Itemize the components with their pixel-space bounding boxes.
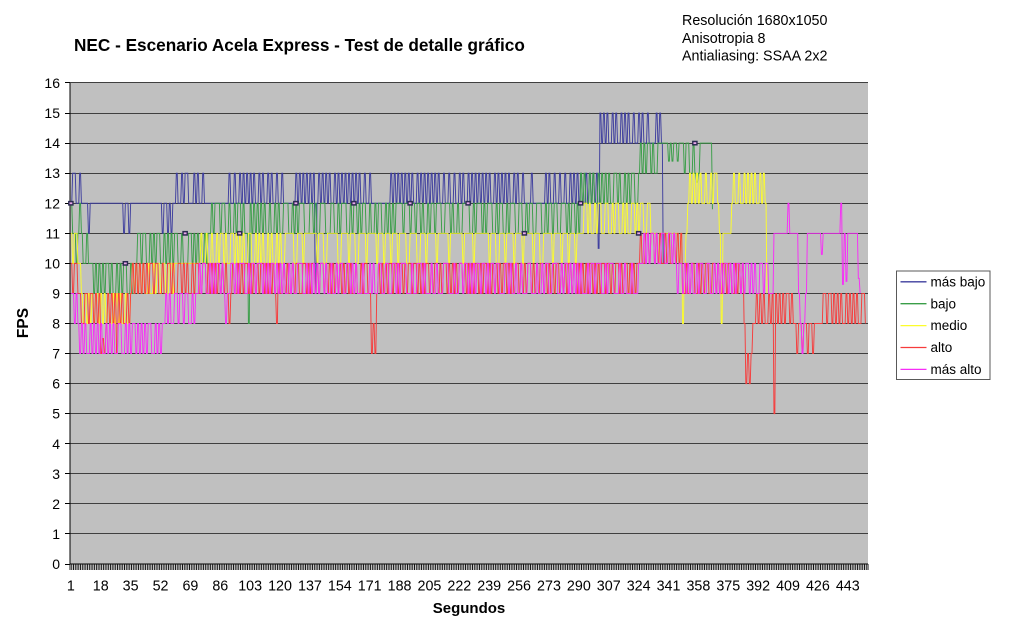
svg-text:324: 324 (627, 579, 651, 595)
svg-text:0: 0 (52, 556, 60, 572)
svg-text:409: 409 (776, 579, 800, 595)
svg-text:13: 13 (44, 165, 60, 181)
svg-text:239: 239 (477, 579, 501, 595)
svg-text:2: 2 (52, 496, 60, 512)
svg-text:Antialiasing: SSAA 2x2: Antialiasing: SSAA 2x2 (682, 49, 827, 65)
svg-text:86: 86 (212, 579, 228, 595)
svg-text:256: 256 (507, 579, 531, 595)
svg-text:290: 290 (567, 579, 591, 595)
svg-text:103: 103 (238, 579, 262, 595)
svg-text:más alto: más alto (931, 362, 982, 377)
svg-text:10: 10 (44, 255, 60, 271)
svg-text:4: 4 (52, 436, 60, 452)
svg-text:120: 120 (268, 579, 292, 595)
svg-text:52: 52 (153, 579, 169, 595)
svg-text:8: 8 (52, 316, 60, 332)
svg-text:392: 392 (746, 579, 770, 595)
svg-text:más bajo: más bajo (931, 274, 986, 289)
svg-text:1: 1 (67, 579, 75, 595)
svg-text:18: 18 (93, 579, 109, 595)
svg-text:3: 3 (52, 466, 60, 482)
svg-text:bajo: bajo (931, 296, 957, 311)
svg-text:5: 5 (52, 406, 60, 422)
svg-text:14: 14 (44, 135, 60, 151)
svg-text:Resolución 1680x1050: Resolución 1680x1050 (682, 13, 828, 29)
svg-text:medio: medio (931, 318, 968, 333)
svg-text:443: 443 (836, 579, 860, 595)
svg-text:222: 222 (447, 579, 471, 595)
svg-text:11: 11 (45, 225, 60, 241)
svg-text:307: 307 (597, 579, 621, 595)
svg-text:35: 35 (123, 579, 139, 595)
svg-text:358: 358 (686, 579, 710, 595)
svg-text:15: 15 (44, 105, 60, 121)
svg-text:205: 205 (418, 579, 442, 595)
svg-text:alto: alto (931, 340, 953, 355)
svg-text:16: 16 (44, 75, 60, 91)
svg-text:188: 188 (388, 579, 412, 595)
svg-text:NEC - Escenario Acela Express: NEC - Escenario Acela Express - Test de … (74, 35, 525, 55)
svg-text:9: 9 (52, 285, 60, 301)
svg-text:69: 69 (182, 579, 198, 595)
svg-text:375: 375 (716, 579, 740, 595)
svg-text:7: 7 (52, 346, 60, 362)
svg-text:137: 137 (298, 579, 322, 595)
svg-text:12: 12 (44, 195, 60, 211)
svg-text:273: 273 (537, 579, 561, 595)
svg-text:154: 154 (328, 579, 352, 595)
svg-text:Anisotropia 8: Anisotropia 8 (682, 31, 765, 47)
svg-text:171: 171 (358, 579, 382, 595)
svg-text:426: 426 (806, 579, 830, 595)
svg-text:Segundos: Segundos (433, 600, 506, 617)
svg-text:FPS: FPS (15, 308, 32, 338)
svg-text:1: 1 (52, 526, 60, 542)
svg-text:341: 341 (657, 579, 681, 595)
svg-text:6: 6 (52, 376, 60, 392)
